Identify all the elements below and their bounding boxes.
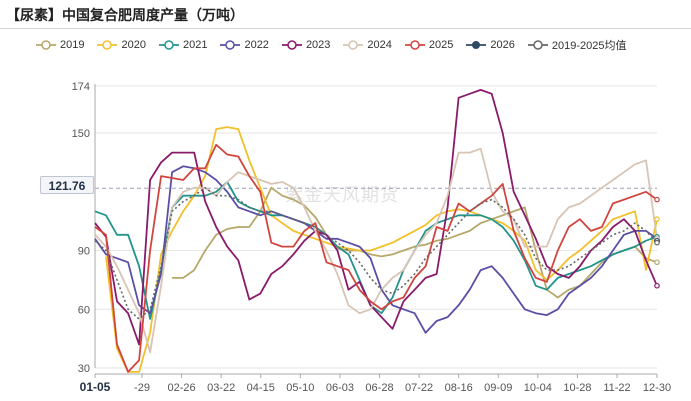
series-endpoint-2023 [654,282,660,289]
x-tick-label: 10-28 [563,382,591,394]
legend-label: 2021 [182,39,208,51]
legend-swatch-icon [220,40,241,50]
x-tick-label: -29 [134,382,150,394]
legend-swatch-icon [527,40,548,50]
legend-swatch-icon [404,40,425,50]
title-divider [0,28,691,29]
chart-title: 【尿素】中国复合肥周度产量（万吨） [6,8,244,24]
series-line-2025 [94,143,658,373]
legend-swatch-icon [36,40,56,50]
legend-item-2020[interactable]: 2020 [97,39,146,51]
legend-item-2022[interactable]: 2022 [220,39,269,51]
x-tick-label: 06-03 [326,382,354,394]
series-line-2019-2025- [94,187,658,320]
series-endpoint-2019-2025- [654,239,660,246]
series-endpoint-2025 [654,196,660,203]
y-tick-label: 30 [78,363,90,375]
series-endpoint-2020 [654,216,660,222]
legend-label: 2026 [490,39,515,51]
cursor-value-badge: 121.76 [40,176,94,194]
x-tick-label: 05-10 [286,382,314,394]
series-line-2019 [172,186,658,299]
legend-label: 2023 [305,39,331,51]
legend-swatch-icon [97,40,118,50]
x-tick-label: 08-16 [445,382,473,394]
y-tick-label: 150 [72,128,90,140]
x-tick-label: 01-05 [80,380,111,394]
legend-item-2024[interactable]: 2024 [343,39,392,51]
legend-label: 2019 [60,39,85,51]
series-line-2024 [94,147,658,354]
legend-label: 2019-2025均值 [551,40,627,52]
legend-swatch-icon [281,40,302,50]
legend-item-2019-2025-[interactable]: 2019-2025均值 [527,37,627,53]
series-line-2020 [105,126,658,373]
chart-legend: 2019 2020 2021 2022 2023 2024 2025 2026 2019-202… [36,37,639,53]
legend-label: 2022 [244,39,269,51]
series-endpoint-2019 [654,259,660,266]
x-tick-label: 09-09 [484,382,512,394]
x-tick-label: 07-22 [405,382,433,394]
x-tick-label: 11-22 [603,382,630,394]
x-tick-label: 12-30 [643,382,671,394]
series-line-2023 [94,89,658,346]
y-tick-label: 174 [72,81,90,93]
x-tick-label: 02-26 [168,382,196,394]
legend-label: 2024 [367,39,392,51]
x-tick-label: 03-22 [207,382,235,394]
x-tick-label: 10-04 [524,382,552,394]
series-line-2022 [94,165,658,334]
legend-swatch-icon [158,40,179,50]
legend-item-2026[interactable]: 2026 [466,39,515,51]
legend-label: 2025 [428,39,454,51]
y-tick-label: 90 [78,246,90,258]
y-tick-label: 60 [78,304,90,316]
legend-swatch-icon [343,40,364,50]
legend-swatch-icon [466,41,487,49]
x-tick-label: 04-15 [247,382,275,394]
legend-item-2023[interactable]: 2023 [281,39,331,51]
legend-item-2025[interactable]: 2025 [404,39,454,51]
legend-item-2021[interactable]: 2021 [158,39,208,51]
legend-item-2019[interactable]: 2019 [36,39,84,51]
legend-label: 2020 [121,39,146,51]
x-tick-label: 06-28 [365,382,393,394]
